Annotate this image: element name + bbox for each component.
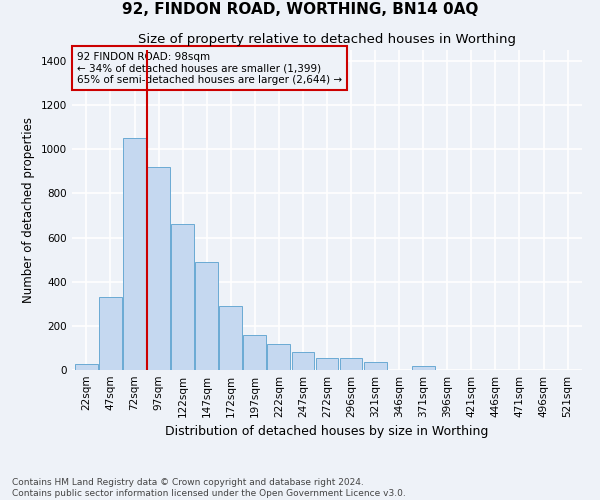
Bar [195, 262, 218, 370]
X-axis label: Distribution of detached houses by size in Worthing: Distribution of detached houses by size … [166, 426, 488, 438]
Bar [268, 344, 290, 370]
Bar [244, 334, 266, 370]
Bar [340, 358, 362, 370]
Bar [364, 362, 386, 370]
Title: Size of property relative to detached houses in Worthing: Size of property relative to detached ho… [138, 33, 516, 46]
Text: 92 FINDON ROAD: 98sqm
← 34% of detached houses are smaller (1,399)
65% of semi-d: 92 FINDON ROAD: 98sqm ← 34% of detached … [77, 52, 342, 85]
Bar [316, 358, 338, 370]
Bar [171, 224, 194, 370]
Bar [292, 352, 314, 370]
Text: Contains HM Land Registry data © Crown copyright and database right 2024.
Contai: Contains HM Land Registry data © Crown c… [12, 478, 406, 498]
Bar [75, 364, 98, 370]
Bar [412, 366, 434, 370]
Bar [220, 306, 242, 370]
Y-axis label: Number of detached properties: Number of detached properties [22, 117, 35, 303]
Bar [123, 138, 146, 370]
Bar [99, 297, 122, 370]
Text: 92, FINDON ROAD, WORTHING, BN14 0AQ: 92, FINDON ROAD, WORTHING, BN14 0AQ [122, 2, 478, 18]
Bar [147, 167, 170, 370]
